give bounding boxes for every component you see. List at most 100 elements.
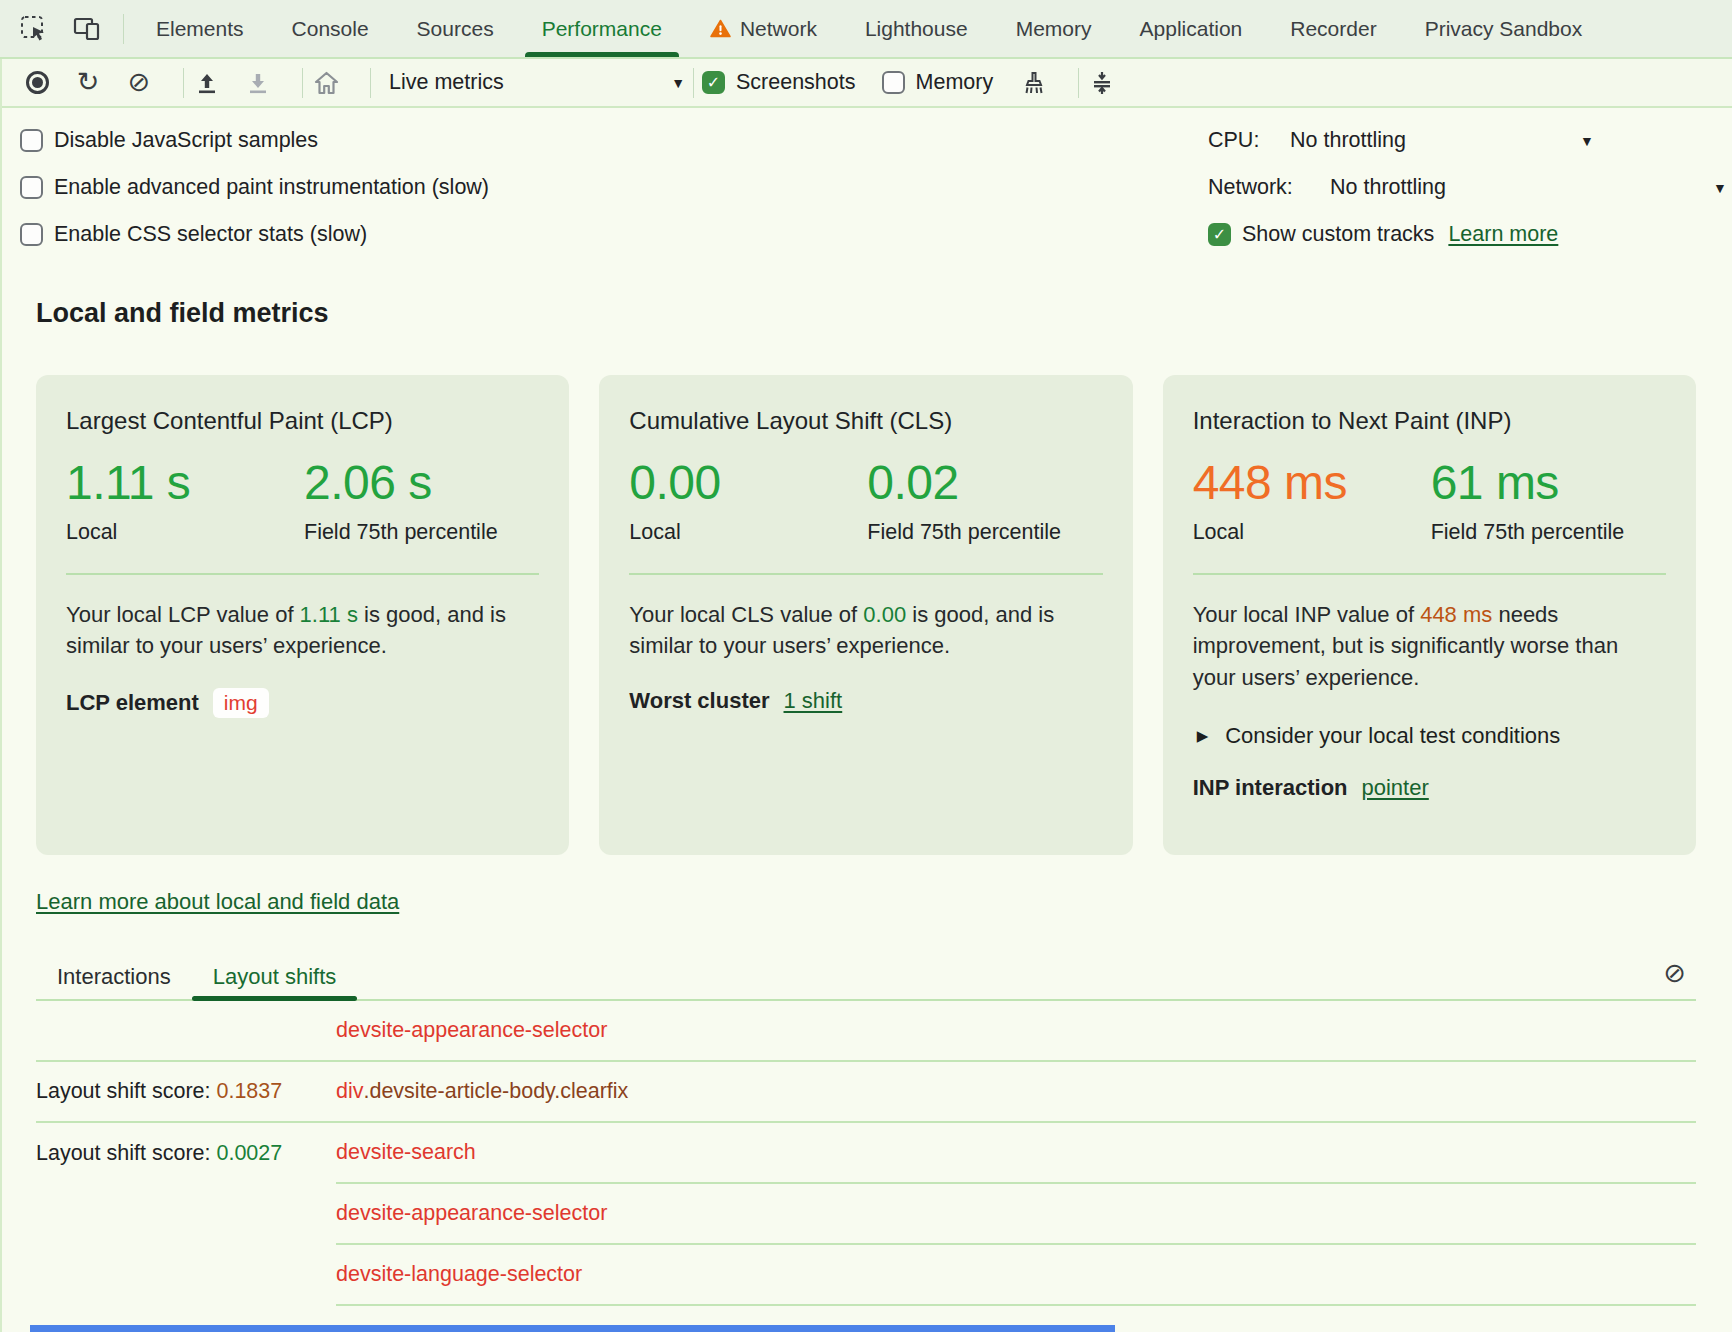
clear-log-icon[interactable]: ⊘ [1663, 957, 1686, 989]
checkbox-checked-icon: ✓ [702, 71, 725, 94]
lcp-element-node-link[interactable]: img [213, 688, 269, 718]
tab-sources[interactable]: Sources [393, 0, 518, 57]
tab-elements[interactable]: Elements [132, 0, 268, 57]
focused-row-highlight [30, 1325, 1115, 1332]
page-title: Local and field metrics [36, 298, 1696, 329]
clear-icon[interactable]: ⊘ [124, 68, 154, 98]
checkbox-unchecked-icon [20, 176, 43, 199]
lcp-element-label: LCP element [66, 690, 199, 716]
card-title: Cumulative Layout Shift (CLS) [629, 407, 1102, 435]
cpu-label: CPU: [1208, 128, 1290, 153]
tab-interactions[interactable]: Interactions [36, 955, 192, 999]
tab-privacy-sandbox[interactable]: Privacy Sandbox [1401, 0, 1607, 57]
inp-interaction-link[interactable]: pointer [1362, 775, 1429, 801]
divider [370, 68, 371, 98]
divider [693, 68, 694, 98]
record-icon[interactable] [22, 68, 52, 98]
live-metrics-view: Local and field metrics Largest Contentf… [0, 298, 1732, 1332]
score-label: Layout shift score: [36, 1141, 210, 1166]
tab-layout-shifts[interactable]: Layout shifts [192, 955, 358, 999]
reload-icon[interactable]: ↻ [73, 68, 103, 98]
divider [629, 573, 1102, 575]
score-value: 0.0027 [216, 1141, 282, 1166]
layout-shift-row[interactable]: Layout shift score: 0.0027 devsite-searc… [36, 1123, 1696, 1184]
divider [302, 68, 303, 98]
cls-card: Cumulative Layout Shift (CLS) 0.00 Local… [599, 375, 1132, 855]
devtools-tab-bar: Elements Console Sources Performance Net… [0, 0, 1732, 59]
screenshots-checkbox[interactable]: ✓ Screenshots [702, 70, 856, 95]
divider [1193, 573, 1666, 575]
divider [66, 573, 539, 575]
tab-network[interactable]: Network [686, 0, 841, 57]
cls-field-value: 0.02 [867, 457, 1092, 510]
shift-element-link[interactable]: devsite-appearance-selector [336, 1201, 607, 1226]
lcp-description: Your local LCP value of 1.11 s is good, … [66, 599, 539, 662]
tab-recorder[interactable]: Recorder [1266, 0, 1400, 57]
panel-mode-select[interactable]: Live metrics ▼ [389, 70, 685, 95]
cpu-throttling-row: CPU: No throttling ▼ [1208, 124, 1732, 157]
shift-element-link[interactable]: div [336, 1079, 363, 1104]
checkbox-unchecked-icon [20, 223, 43, 246]
local-label: Local [1193, 518, 1431, 547]
divider [123, 14, 124, 44]
tab-lighthouse[interactable]: Lighthouse [841, 0, 992, 57]
learn-more-link[interactable]: Learn more [1448, 222, 1558, 247]
metric-cards: Largest Contentful Paint (LCP) 1.11 s Lo… [36, 375, 1696, 855]
layout-shift-row[interactable]: devsite-appearance-selector [36, 1001, 1696, 1062]
local-test-conditions-expander[interactable]: ▶ Consider your local test conditions [1193, 723, 1666, 749]
network-label: Network: [1208, 175, 1330, 200]
collapse-icon[interactable] [1087, 68, 1117, 98]
network-throttling-row: Network: No throttling ▼ [1208, 171, 1732, 204]
tab-bar-left-icons [0, 0, 115, 57]
tab-memory[interactable]: Memory [992, 0, 1116, 57]
cpu-throttling-select[interactable]: No throttling [1290, 128, 1406, 153]
tab-application[interactable]: Application [1116, 0, 1267, 57]
network-throttling-select[interactable]: No throttling [1330, 175, 1446, 200]
home-icon[interactable] [311, 68, 341, 98]
chevron-down-icon[interactable]: ▼ [1713, 180, 1727, 196]
chevron-down-icon[interactable]: ▼ [1580, 133, 1594, 149]
layout-shift-row[interactable]: devsite-appearance-selector [36, 1184, 1696, 1245]
shift-element-classes[interactable]: .devsite-article-body.clearfix [363, 1079, 628, 1104]
shift-element-link[interactable]: devsite-appearance-selector [336, 1018, 607, 1043]
divider [1078, 68, 1079, 98]
tab-console[interactable]: Console [268, 0, 393, 57]
custom-tracks-checkbox[interactable]: ✓ [1208, 223, 1231, 246]
lcp-field-value: 2.06 s [304, 457, 529, 510]
checkbox-unchecked-icon [882, 71, 905, 94]
divider [183, 68, 184, 98]
toggle-device-toolbar-icon[interactable] [73, 16, 101, 42]
tab-performance[interactable]: Performance [518, 0, 686, 57]
inp-local-value: 448 ms [1193, 457, 1431, 510]
local-label: Local [629, 518, 867, 547]
worst-cluster-link[interactable]: 1 shift [784, 688, 843, 714]
download-profile-icon[interactable] [243, 68, 273, 98]
learn-more-field-data-link[interactable]: Learn more about local and field data [36, 889, 399, 915]
inp-description: Your local INP value of 448 ms needs imp… [1193, 599, 1666, 693]
gc-brush-icon[interactable] [1019, 68, 1049, 98]
upload-profile-icon[interactable] [192, 68, 222, 98]
layout-shift-row[interactable]: Layout shift score: 0.1837 div.devsite-a… [36, 1062, 1696, 1123]
field-label: Field 75th percentile [867, 518, 1092, 547]
memory-checkbox[interactable]: Memory [882, 70, 994, 95]
cls-local-value: 0.00 [629, 457, 867, 510]
disclosure-triangle-icon: ▶ [1197, 727, 1209, 745]
inp-card: Interaction to Next Paint (INP) 448 ms L… [1163, 375, 1696, 855]
card-title: Largest Contentful Paint (LCP) [66, 407, 539, 435]
score-value: 0.1837 [216, 1079, 282, 1104]
performance-settings: Disable JavaScript samples Enable advanc… [0, 108, 1732, 268]
score-label: Layout shift score: [36, 1079, 210, 1104]
inspect-element-icon[interactable] [20, 15, 47, 42]
log-tab-bar: Interactions Layout shifts ⊘ [36, 955, 1696, 1001]
card-title: Interaction to Next Paint (INP) [1193, 407, 1666, 435]
chevron-down-icon: ▼ [671, 75, 685, 91]
shift-element-link[interactable]: devsite-language-selector [336, 1262, 582, 1287]
shift-element-link[interactable]: devsite-search [336, 1140, 476, 1165]
performance-toolbar: ↻ ⊘ Live metrics ▼ ✓ Screenshots Memory [0, 59, 1732, 108]
inp-interaction-label: INP interaction [1193, 775, 1348, 801]
show-custom-tracks-row: ✓ Show custom tracks Learn more [1208, 218, 1732, 251]
lcp-local-value: 1.11 s [66, 457, 304, 510]
worst-cluster-label: Worst cluster [629, 688, 769, 714]
checkbox-unchecked-icon [20, 129, 43, 152]
layout-shift-row[interactable]: devsite-language-selector [36, 1245, 1696, 1306]
